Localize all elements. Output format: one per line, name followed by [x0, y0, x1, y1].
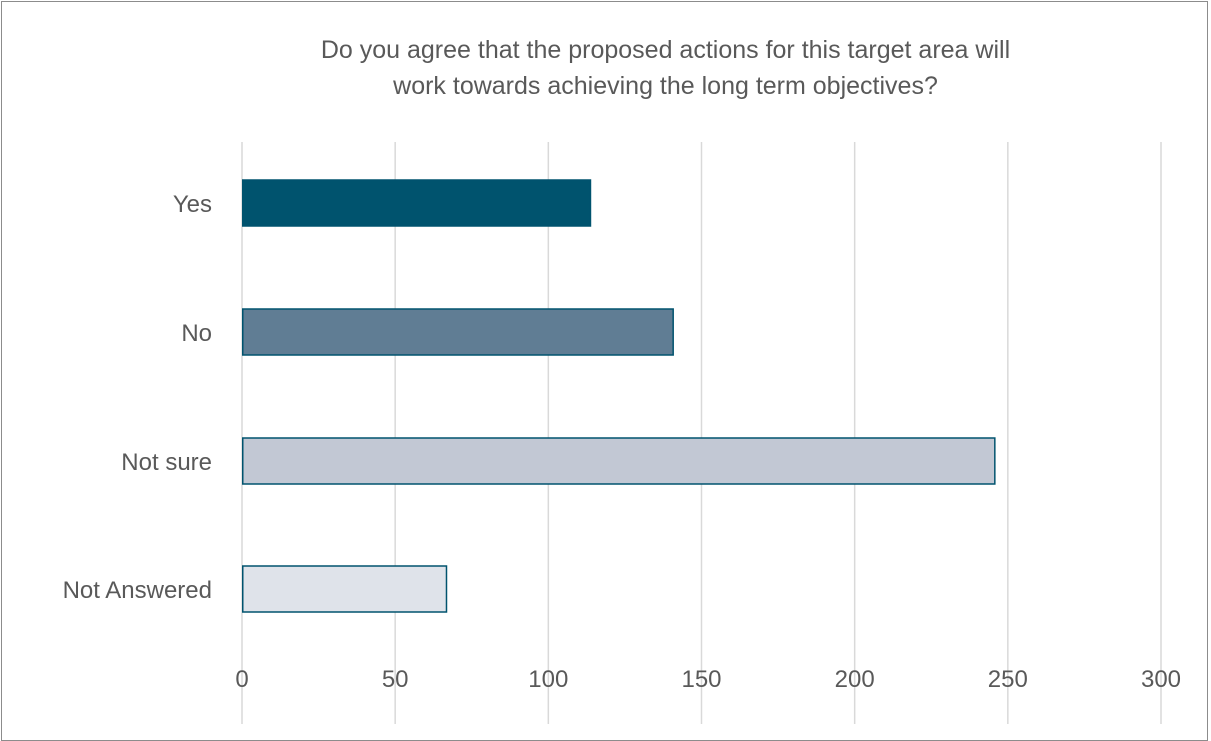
x-tick-label-300: 300 — [1141, 666, 1181, 693]
category-label-no: No — [181, 320, 212, 347]
bar-not-sure — [242, 437, 996, 485]
x-tick-label-100: 100 — [528, 666, 568, 693]
category-labels: Yes No Not sure Not Answered — [63, 191, 212, 604]
chart-title-line-1: Do you agree that the proposed actions f… — [320, 36, 1011, 64]
x-tick-labels: 0 50 100 150 200 250 300 — [235, 666, 1181, 693]
chart-title: Do you agree that the proposed actions f… — [2, 32, 1209, 104]
gridlines — [241, 142, 1162, 724]
x-tick-label-50: 50 — [382, 666, 409, 693]
bar-no — [242, 308, 674, 356]
x-tick-label-200: 200 — [835, 666, 875, 693]
bar-not-answered — [242, 565, 448, 613]
x-tick-label-150: 150 — [681, 666, 721, 693]
category-label-not-answered: Not Answered — [63, 577, 212, 604]
x-tick-label-0: 0 — [235, 666, 248, 693]
bars — [242, 179, 996, 613]
bar-chart-plot: Yes No Not sure Not Answered 0 50 100 150 200 25… — [63, 142, 1181, 724]
category-label-yes: Yes — [173, 191, 212, 218]
category-label-not-sure: Not sure — [121, 449, 212, 476]
bar-yes — [242, 179, 592, 227]
chart-title-line-2: work towards achieving the long term obj… — [393, 72, 938, 100]
x-tick-label-250: 250 — [988, 666, 1028, 693]
